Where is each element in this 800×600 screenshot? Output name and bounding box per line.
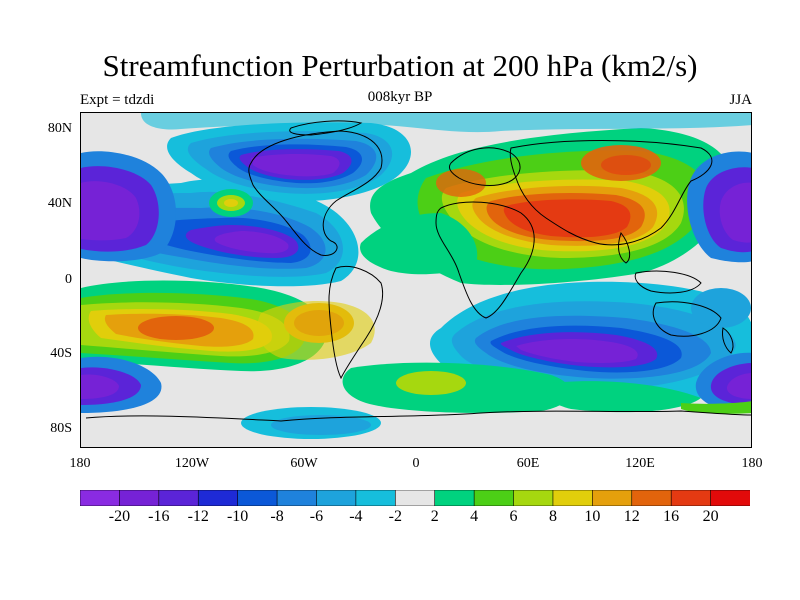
lon-tick-120e: 120E xyxy=(625,456,655,471)
south-indian-cyclone xyxy=(430,281,751,407)
lon-tick-0: 0 xyxy=(412,456,420,471)
southern-ocean-cyclones xyxy=(81,352,751,439)
map-plot-area xyxy=(80,112,752,448)
colorbar-label: -12 xyxy=(187,508,209,525)
colorbar-swatch xyxy=(434,490,475,506)
colorbar-label: -10 xyxy=(226,508,249,525)
colorbar-swatch xyxy=(394,490,436,506)
colorbar-swatch xyxy=(80,490,121,506)
west-pacific-cyclone xyxy=(81,151,751,263)
streamfunction-field xyxy=(81,113,751,447)
colorbar-label: 8 xyxy=(548,508,557,525)
colorbar-label: 20 xyxy=(702,508,719,525)
colorbar-label: -6 xyxy=(309,508,324,525)
colorbar-swatch xyxy=(276,490,318,506)
lat-tick-80s: 80S xyxy=(50,421,72,436)
lat-tick-80n: 80N xyxy=(47,121,72,136)
polar-band xyxy=(141,113,751,133)
coastlines xyxy=(85,120,751,422)
lat-tick-eq: 0 xyxy=(65,272,72,287)
time-label: 008kyr BP xyxy=(367,89,433,105)
colorbar-swatch xyxy=(237,490,278,506)
colorbar-swatch xyxy=(355,490,397,506)
colorbar-label: -20 xyxy=(108,508,131,525)
colorbar-swatch xyxy=(119,490,160,506)
lon-tick-120w: 120W xyxy=(174,456,210,471)
season-label: JJA xyxy=(729,92,752,108)
colorbar-swatch xyxy=(197,490,239,506)
africa-positive xyxy=(360,213,478,275)
south-pacific-anticyclone xyxy=(81,280,375,372)
experiment-label: Expt = tdzdi xyxy=(80,92,155,108)
colorbar-label: -4 xyxy=(349,508,363,525)
colorbar-swatch xyxy=(631,490,672,506)
colorbar-swatch xyxy=(592,490,633,506)
colorbar-swatch xyxy=(473,490,515,506)
canada-cyclone xyxy=(167,122,411,217)
lat-tick-40s: 40S xyxy=(50,346,72,361)
colorbar-swatch xyxy=(513,490,554,506)
lat-tick-40n: 40N xyxy=(47,196,72,211)
colorbar-swatch xyxy=(316,490,357,506)
map-title: Streamfunction Perturbation at 200 hPa (… xyxy=(102,48,698,83)
lon-tick-60e: 60E xyxy=(516,456,540,471)
colorbar-swatch xyxy=(552,490,594,506)
colorbar-label: -16 xyxy=(148,508,170,525)
colorbar-label: 2 xyxy=(430,508,439,525)
colorbar-label: 16 xyxy=(663,508,680,525)
colorbar-label: 6 xyxy=(509,508,518,525)
colorbar-label: 12 xyxy=(623,508,640,525)
lon-tick-180e: 180 xyxy=(741,456,763,471)
colorbar-label: 4 xyxy=(470,508,479,525)
colorbar xyxy=(80,490,750,506)
lon-tick-180w: 180 xyxy=(69,456,91,471)
colorbar-swatch xyxy=(670,490,712,506)
colorbar-label: -2 xyxy=(388,508,402,525)
colorbar-label: -8 xyxy=(270,508,284,525)
colorbar-label: 10 xyxy=(584,508,601,525)
colorbar-swatch xyxy=(710,490,750,506)
colorbar-swatch xyxy=(158,490,200,506)
lon-tick-60w: 60W xyxy=(290,456,318,471)
